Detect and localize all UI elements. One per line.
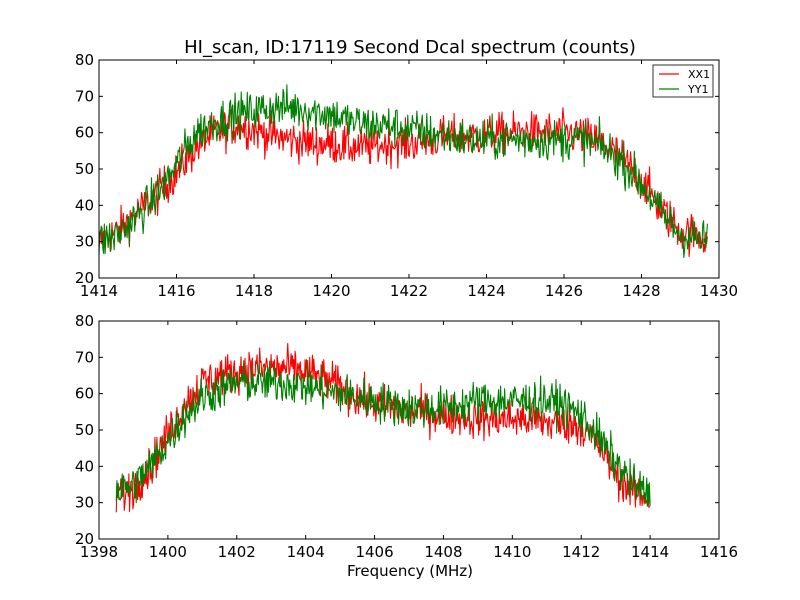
x-tick-label: 1408 (424, 543, 462, 561)
x-tick-label: 1416 (157, 282, 195, 300)
y-tick-label: 80 (75, 51, 94, 69)
series-line-yy1 (98, 84, 708, 259)
y-tick-label: 40 (75, 196, 94, 214)
x-tick-label: 1414 (631, 543, 669, 561)
x-tick-label: 1414 (80, 282, 118, 300)
x-tick-label: 1422 (390, 282, 428, 300)
x-tick-label: 1416 (700, 543, 738, 561)
y-tick-label: 40 (75, 457, 94, 475)
x-axis-label: Frequency (MHz) (347, 562, 473, 580)
x-tick-label: 1428 (622, 282, 660, 300)
y-tick-label: 80 (75, 312, 94, 330)
y-tick-label: 20 (75, 530, 94, 548)
legend-label-xx1: XX1 (688, 68, 710, 81)
y-tick-label: 50 (75, 160, 94, 178)
x-tick-label: 1424 (467, 282, 505, 300)
y-tick-label: 70 (75, 348, 94, 366)
y-tick-label: 60 (75, 124, 94, 142)
x-tick-label: 1402 (218, 543, 256, 561)
x-tick-label: 1406 (355, 543, 393, 561)
y-tick-label: 30 (75, 233, 94, 251)
bottom-panel: 1398 1400 1402 1404 1406 1408 1410 1412 1414 1416… (75, 312, 738, 561)
y-tick-label: 60 (75, 385, 94, 403)
x-tick-label: 1400 (149, 543, 187, 561)
legend-label-yy1: YY1 (687, 83, 708, 96)
legend-box (652, 64, 714, 98)
series-line-yy1 (115, 359, 651, 507)
y-tick-label: 20 (75, 269, 94, 287)
x-tick-label: 1420 (312, 282, 350, 300)
x-tick-label: 1426 (545, 282, 583, 300)
x-tick-label: 1398 (80, 543, 118, 561)
x-tick-label: 1404 (287, 543, 325, 561)
series-line-xx1 (115, 342, 651, 513)
x-tick-label: 1410 (493, 543, 531, 561)
x-tick-label: 1412 (562, 543, 600, 561)
x-tick-label: 1418 (235, 282, 273, 300)
legend: XX1 YY1 (652, 64, 714, 98)
x-tick-label: 1430 (700, 282, 738, 300)
y-tick-label: 70 (75, 87, 94, 105)
y-tick-label: 30 (75, 494, 94, 512)
chart-title: HI_scan, ID:17119 Second Dcal spectrum (… (184, 37, 636, 58)
y-tick-label: 50 (75, 421, 94, 439)
top-panel: 1414 1416 1418 1420 1422 1424 1426 1428 1430 20 30… (75, 51, 738, 300)
